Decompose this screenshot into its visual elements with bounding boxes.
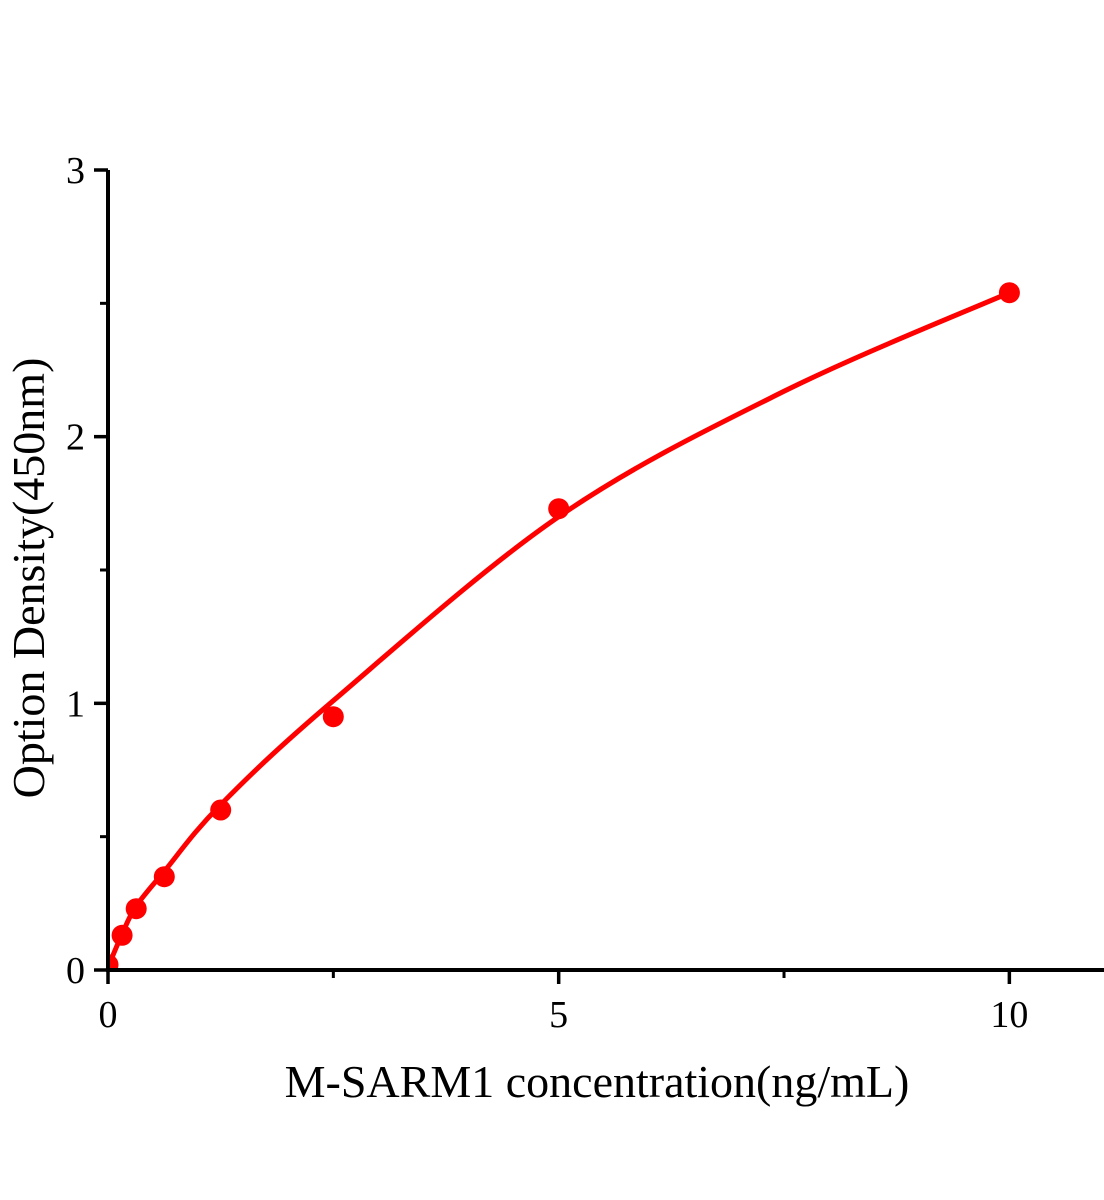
y-tick-label: 2 (66, 417, 85, 459)
y-tick-label: 1 (66, 683, 85, 725)
data-point (548, 498, 570, 520)
data-point (210, 799, 232, 821)
y-tick-label: 3 (66, 150, 85, 192)
y-tick-label: 0 (66, 950, 85, 992)
fit-curve (110, 290, 1012, 968)
tick-labels: 0 5 10 0 1 2 3 (66, 150, 1028, 1036)
data-point (110, 954, 119, 968)
data-point (322, 706, 344, 728)
y-axis-title: Option Density(450nm) (3, 358, 54, 799)
data-point (111, 924, 133, 946)
data-point (153, 866, 175, 888)
x-tick-label: 5 (549, 994, 568, 1036)
axes (94, 168, 1104, 984)
x-axis-title: M-SARM1 concentration(ng/mL) (285, 1056, 910, 1107)
x-tick-label: 0 (99, 994, 118, 1036)
x-tick-label: 10 (990, 994, 1028, 1036)
data-point (998, 282, 1020, 304)
data-point (125, 898, 147, 920)
data-series (110, 282, 1020, 968)
